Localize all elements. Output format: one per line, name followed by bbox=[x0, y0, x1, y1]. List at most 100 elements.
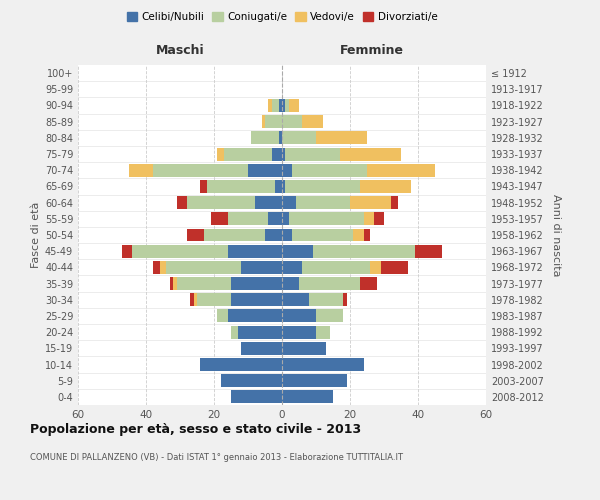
Bar bbox=[364, 212, 374, 226]
Bar bbox=[272, 99, 278, 112]
Bar bbox=[282, 390, 333, 404]
Bar bbox=[282, 326, 316, 338]
Bar bbox=[282, 277, 299, 290]
Bar bbox=[367, 164, 435, 176]
Bar bbox=[380, 261, 408, 274]
Bar bbox=[251, 132, 278, 144]
Bar bbox=[160, 261, 166, 274]
Bar bbox=[268, 99, 272, 112]
Bar bbox=[282, 310, 316, 322]
Bar bbox=[282, 164, 292, 176]
Bar bbox=[278, 132, 282, 144]
Text: Maschi: Maschi bbox=[155, 44, 205, 58]
Text: Femmine: Femmine bbox=[340, 44, 404, 58]
Bar bbox=[286, 99, 289, 112]
Y-axis label: Fasce di età: Fasce di età bbox=[31, 202, 41, 268]
Bar bbox=[221, 374, 282, 387]
Text: COMUNE DI PALLANZENO (VB) - Dati ISTAT 1° gennaio 2013 - Elaborazione TUTTITALIA: COMUNE DI PALLANZENO (VB) - Dati ISTAT 1… bbox=[30, 452, 403, 462]
Bar bbox=[316, 326, 329, 338]
Bar bbox=[272, 148, 282, 160]
Bar bbox=[313, 244, 415, 258]
Text: Popolazione per età, sesso e stato civile - 2013: Popolazione per età, sesso e stato civil… bbox=[30, 422, 361, 436]
Bar bbox=[153, 261, 160, 274]
Bar bbox=[265, 228, 282, 241]
Bar bbox=[122, 244, 133, 258]
Bar bbox=[200, 180, 207, 193]
Bar bbox=[282, 196, 296, 209]
Bar bbox=[231, 277, 282, 290]
Bar bbox=[282, 115, 302, 128]
Bar bbox=[275, 180, 282, 193]
Bar bbox=[217, 310, 227, 322]
Bar bbox=[238, 326, 282, 338]
Bar bbox=[282, 99, 286, 112]
Bar bbox=[231, 326, 238, 338]
Bar bbox=[231, 294, 282, 306]
Bar bbox=[364, 228, 370, 241]
Bar bbox=[190, 294, 194, 306]
Bar bbox=[286, 180, 360, 193]
Bar bbox=[241, 342, 282, 355]
Bar bbox=[282, 228, 292, 241]
Bar bbox=[289, 99, 299, 112]
Bar bbox=[391, 196, 398, 209]
Bar bbox=[286, 148, 340, 160]
Bar bbox=[316, 132, 367, 144]
Bar bbox=[292, 164, 367, 176]
Bar bbox=[360, 277, 377, 290]
Bar bbox=[166, 261, 241, 274]
Bar bbox=[282, 212, 289, 226]
Bar bbox=[227, 244, 282, 258]
Bar bbox=[248, 164, 282, 176]
Bar bbox=[282, 261, 302, 274]
Bar bbox=[360, 180, 411, 193]
Bar bbox=[340, 148, 401, 160]
Bar bbox=[299, 277, 360, 290]
Bar bbox=[187, 228, 204, 241]
Bar bbox=[255, 196, 282, 209]
Bar bbox=[302, 115, 323, 128]
Bar bbox=[224, 148, 272, 160]
Bar bbox=[282, 244, 313, 258]
Bar bbox=[282, 374, 347, 387]
Bar bbox=[292, 228, 353, 241]
Bar bbox=[343, 294, 347, 306]
Bar bbox=[309, 294, 343, 306]
Bar bbox=[129, 164, 153, 176]
Bar bbox=[176, 277, 231, 290]
Bar bbox=[302, 261, 370, 274]
Bar bbox=[289, 212, 364, 226]
Bar bbox=[353, 228, 364, 241]
Bar bbox=[415, 244, 442, 258]
Bar bbox=[231, 390, 282, 404]
Bar bbox=[197, 294, 231, 306]
Bar bbox=[227, 310, 282, 322]
Bar bbox=[187, 196, 255, 209]
Bar bbox=[282, 358, 364, 371]
Bar bbox=[282, 342, 326, 355]
Bar bbox=[217, 148, 224, 160]
Bar bbox=[194, 294, 197, 306]
Y-axis label: Anni di nascita: Anni di nascita bbox=[551, 194, 560, 276]
Bar bbox=[316, 310, 343, 322]
Bar bbox=[282, 294, 309, 306]
Bar bbox=[211, 212, 227, 226]
Bar bbox=[282, 148, 286, 160]
Bar bbox=[262, 115, 265, 128]
Bar bbox=[282, 132, 316, 144]
Bar bbox=[200, 358, 282, 371]
Bar bbox=[176, 196, 187, 209]
Bar bbox=[153, 164, 248, 176]
Legend: Celibi/Nubili, Coniugati/e, Vedovi/e, Divorziati/e: Celibi/Nubili, Coniugati/e, Vedovi/e, Di… bbox=[122, 8, 442, 26]
Bar bbox=[265, 115, 282, 128]
Bar bbox=[282, 180, 286, 193]
Bar bbox=[370, 261, 380, 274]
Bar bbox=[374, 212, 384, 226]
Bar bbox=[350, 196, 391, 209]
Bar bbox=[268, 212, 282, 226]
Bar bbox=[296, 196, 350, 209]
Bar bbox=[204, 228, 265, 241]
Bar bbox=[173, 277, 176, 290]
Bar bbox=[278, 99, 282, 112]
Bar bbox=[207, 180, 275, 193]
